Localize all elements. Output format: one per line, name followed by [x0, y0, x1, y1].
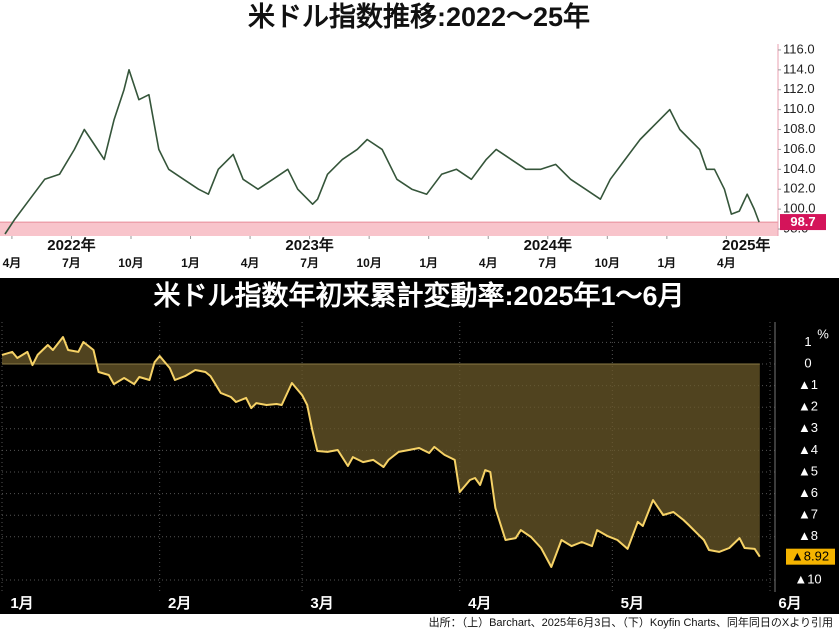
y-tick-label: ▲2 [798, 399, 818, 414]
x-tick-label: 7月 [538, 256, 557, 270]
x-tick-label: 3月 [310, 595, 333, 612]
x-tick-label: 7月 [62, 256, 81, 270]
current-label-box [786, 548, 835, 565]
x-tick-label: 1月 [419, 256, 438, 270]
y-tick-label: ▲3 [798, 420, 818, 435]
y-tick-label: ▲6 [798, 485, 818, 500]
year-label: 2024年 [524, 236, 572, 254]
x-tick-label: 4月 [3, 256, 22, 270]
x-tick-label: 10月 [595, 256, 620, 270]
x-tick-label: 7月 [300, 256, 319, 270]
y-tick-label: 100.0 [783, 201, 816, 216]
y-tick-label: 0 [804, 355, 811, 370]
y-tick-label: ▲4 [798, 442, 818, 457]
y-tick-label: ▲1 [798, 377, 818, 392]
y-tick-label: 1 [804, 334, 811, 349]
current-label: 98.7 [790, 214, 815, 229]
y-tick-label: 110.0 [783, 101, 815, 116]
y-tick-label: 114.0 [783, 61, 815, 76]
y-tick-label: ▲10 [794, 571, 821, 586]
y-tick-label: ▲8 [798, 528, 818, 543]
current-label: ▲8.92 [791, 549, 829, 564]
x-tick-label: 2月 [168, 595, 191, 612]
x-tick-label: 1月 [658, 256, 677, 270]
y-unit: % [817, 326, 829, 341]
y-tick-label: ▲7 [798, 507, 818, 522]
x-tick-label: 5月 [621, 595, 644, 612]
y-tick-label: 108.0 [783, 121, 816, 136]
x-tick-label: 4月 [479, 256, 498, 270]
change-line [1, 336, 761, 568]
year-label: 2022年 [47, 236, 95, 254]
current-label-box [780, 214, 826, 231]
x-tick-label: 6月 [778, 595, 801, 612]
x-tick-label: 4月 [468, 595, 491, 612]
current-band [0, 222, 778, 236]
chart-title: 米ドル指数年初来累計変動率:2025年1～6月 [153, 280, 684, 311]
y-tick-label: ▲5 [798, 463, 818, 478]
y-tick-label: 102.0 [783, 181, 816, 196]
x-tick-label: 1月 [10, 595, 33, 612]
price-line [4, 69, 760, 235]
x-tick-label: 10月 [356, 256, 381, 270]
y-tick-label: 106.0 [783, 141, 816, 156]
year-label: 2023年 [285, 236, 333, 254]
x-tick-label: 4月 [241, 256, 260, 270]
chart-title: 米ドル指数推移:2022～25年 [248, 1, 590, 32]
source-note: 出所：（上）Barchart、2025年6月3日、（下）Koyfin Chart… [429, 615, 833, 629]
x-tick-label: 4月 [717, 256, 736, 270]
top-panel [0, 0, 839, 278]
y-tick-label: 112.0 [783, 81, 815, 96]
x-tick-label: 10月 [118, 256, 143, 270]
year-label: 2025年 [722, 236, 770, 254]
y-tick-label: 104.0 [783, 161, 816, 176]
area-fill [2, 337, 760, 567]
y-tick-label: 116.0 [783, 41, 815, 56]
x-tick-label: 1月 [181, 256, 200, 270]
